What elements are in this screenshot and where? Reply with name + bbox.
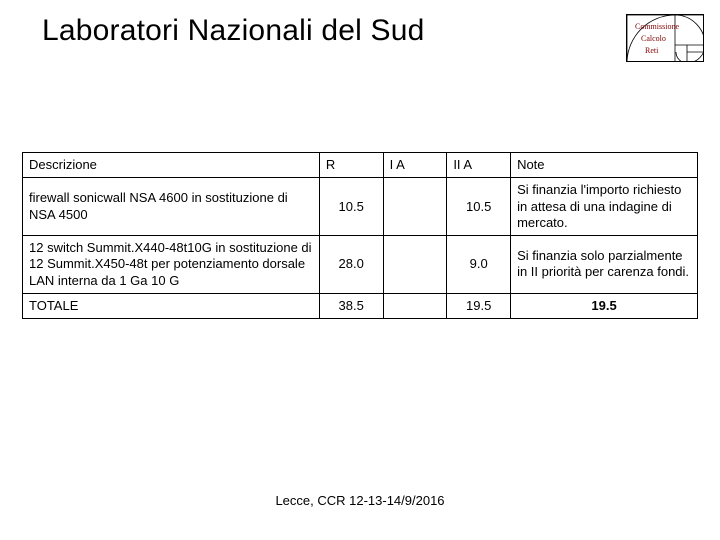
cell-total-r: 38.5 <box>319 293 383 318</box>
cell-note: Si finanzia l'importo richiesto in attes… <box>511 178 698 236</box>
cell-total-ia <box>383 293 447 318</box>
cell-r: 28.0 <box>319 236 383 294</box>
budget-table: Descrizione R I A II A Note firewall son… <box>22 152 698 319</box>
svg-text:Calcolo: Calcolo <box>641 34 666 43</box>
cell-r: 10.5 <box>319 178 383 236</box>
col-header-iia: II A <box>447 153 511 178</box>
table-row: firewall sonicwall NSA 4600 in sostituzi… <box>23 178 698 236</box>
cell-ia <box>383 236 447 294</box>
col-header-r: R <box>319 153 383 178</box>
cell-iia: 10.5 <box>447 178 511 236</box>
table-row: 12 switch Summit.X440-48t10G in sostituz… <box>23 236 698 294</box>
table-header-row: Descrizione R I A II A Note <box>23 153 698 178</box>
col-header-note: Note <box>511 153 698 178</box>
cell-desc: 12 switch Summit.X440-48t10G in sostituz… <box>23 236 320 294</box>
cell-total-iia: 19.5 <box>447 293 511 318</box>
cell-ia <box>383 178 447 236</box>
col-header-ia: I A <box>383 153 447 178</box>
logo: Commissione Calcolo Reti <box>626 14 704 62</box>
cell-note: Si finanzia solo parzialmente in II prio… <box>511 236 698 294</box>
cell-total-label: TOTALE <box>23 293 320 318</box>
table-total-row: TOTALE 38.5 19.5 19.5 <box>23 293 698 318</box>
cell-total-note: 19.5 <box>511 293 698 318</box>
col-header-desc: Descrizione <box>23 153 320 178</box>
cell-iia: 9.0 <box>447 236 511 294</box>
page-title: Laboratori Nazionali del Sud <box>42 14 425 48</box>
cell-desc: firewall sonicwall NSA 4600 in sostituzi… <box>23 178 320 236</box>
svg-text:Commissione: Commissione <box>635 22 679 31</box>
footer-text: Lecce, CCR 12-13-14/9/2016 <box>0 493 720 508</box>
svg-text:Reti: Reti <box>645 46 659 55</box>
